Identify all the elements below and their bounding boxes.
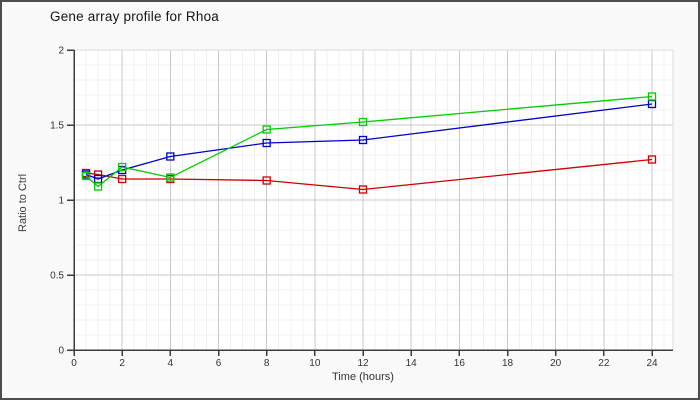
data-point-marker-red (647, 155, 657, 164)
y-tick-label: 1.5 (50, 121, 64, 132)
series-green (81, 92, 657, 191)
data-point-marker-green (262, 125, 271, 134)
grid-major (74, 49, 674, 350)
data-point-marker-green (358, 117, 368, 127)
x-tick-label: 18 (502, 358, 514, 369)
x-axis-label: Time (hours) (332, 371, 394, 383)
x-tick-label: 22 (598, 358, 610, 369)
y-tick-label: 2 (58, 46, 64, 57)
x-tick-label: 4 (168, 358, 174, 369)
x-tick-label: 6 (216, 358, 222, 369)
series-green-line (85, 95, 653, 188)
data-point-marker-blue (358, 135, 368, 145)
y-tick-label: 0 (58, 346, 64, 357)
x-tick-label: 20 (550, 358, 562, 369)
x-tick-label: 8 (264, 358, 270, 369)
x-tick-label: 14 (406, 358, 418, 369)
data-point-marker-green (647, 92, 657, 101)
data-point-marker-green (81, 171, 91, 181)
data-point-marker-red (93, 170, 103, 179)
x-tick-label: 12 (357, 358, 369, 369)
data-point-marker-red (118, 174, 127, 184)
x-tick-label: 24 (646, 358, 658, 369)
data-point-marker-green (118, 162, 127, 172)
series-red-line (85, 158, 653, 191)
x-tick-label: 16 (454, 358, 466, 369)
data-point-marker-blue (262, 138, 271, 148)
chart-title: Gene array profile for Rhoa (50, 9, 219, 24)
x-tick-label: 0 (71, 358, 77, 369)
series-blue-line (85, 103, 653, 180)
y-tick-label: 0.5 (50, 271, 64, 282)
data-point-marker-blue (166, 152, 175, 161)
data-point-marker-red (262, 176, 271, 185)
x-tick-label: 2 (119, 358, 125, 369)
data-point-marker-green (166, 173, 175, 182)
data-point-marker-green (93, 182, 103, 191)
y-tick-label: 1 (58, 196, 64, 207)
x-tick-label: 10 (309, 358, 321, 369)
data-point-marker-red (358, 185, 368, 194)
